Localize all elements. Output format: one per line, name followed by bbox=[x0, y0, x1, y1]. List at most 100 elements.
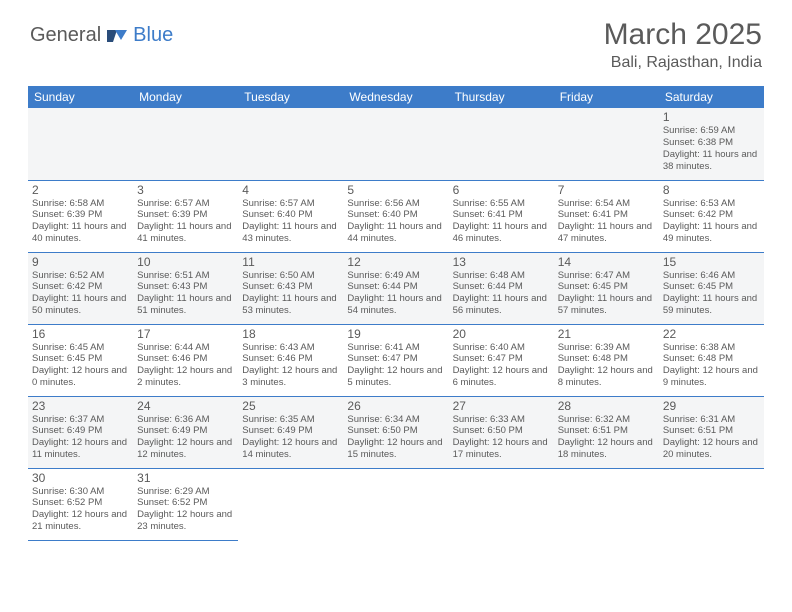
calendar-cell: 25Sunrise: 6:35 AMSunset: 6:49 PMDayligh… bbox=[238, 396, 343, 468]
calendar-cell: 22Sunrise: 6:38 AMSunset: 6:48 PMDayligh… bbox=[659, 324, 764, 396]
flag-icon bbox=[107, 24, 129, 47]
calendar-cell bbox=[28, 108, 133, 180]
day-number: 1 bbox=[663, 110, 760, 124]
day-number: 5 bbox=[347, 183, 444, 197]
calendar-week-row: 16Sunrise: 6:45 AMSunset: 6:45 PMDayligh… bbox=[28, 324, 764, 396]
day-details: Sunrise: 6:41 AMSunset: 6:47 PMDaylight:… bbox=[347, 342, 444, 390]
brand-part1: General bbox=[30, 24, 101, 47]
calendar-cell: 19Sunrise: 6:41 AMSunset: 6:47 PMDayligh… bbox=[343, 324, 448, 396]
day-number: 30 bbox=[32, 471, 129, 485]
day-details: Sunrise: 6:39 AMSunset: 6:48 PMDaylight:… bbox=[558, 342, 655, 390]
day-number: 22 bbox=[663, 327, 760, 341]
month-title: March 2025 bbox=[604, 18, 762, 52]
day-number: 19 bbox=[347, 327, 444, 341]
day-details: Sunrise: 6:57 AMSunset: 6:39 PMDaylight:… bbox=[137, 198, 234, 246]
day-number: 13 bbox=[453, 255, 550, 269]
day-number: 9 bbox=[32, 255, 129, 269]
day-number: 16 bbox=[32, 327, 129, 341]
calendar-cell bbox=[343, 468, 448, 540]
day-details: Sunrise: 6:45 AMSunset: 6:45 PMDaylight:… bbox=[32, 342, 129, 390]
day-details: Sunrise: 6:44 AMSunset: 6:46 PMDaylight:… bbox=[137, 342, 234, 390]
day-number: 28 bbox=[558, 399, 655, 413]
day-header: Tuesday bbox=[238, 86, 343, 108]
day-details: Sunrise: 6:49 AMSunset: 6:44 PMDaylight:… bbox=[347, 270, 444, 318]
day-details: Sunrise: 6:37 AMSunset: 6:49 PMDaylight:… bbox=[32, 414, 129, 462]
day-number: 21 bbox=[558, 327, 655, 341]
page-header: General Blue March 2025 Bali, Rajasthan,… bbox=[0, 0, 792, 80]
day-header: Monday bbox=[133, 86, 238, 108]
calendar-cell: 12Sunrise: 6:49 AMSunset: 6:44 PMDayligh… bbox=[343, 252, 448, 324]
day-number: 25 bbox=[242, 399, 339, 413]
calendar-cell: 18Sunrise: 6:43 AMSunset: 6:46 PMDayligh… bbox=[238, 324, 343, 396]
calendar-cell bbox=[554, 468, 659, 540]
day-number: 24 bbox=[137, 399, 234, 413]
day-details: Sunrise: 6:36 AMSunset: 6:49 PMDaylight:… bbox=[137, 414, 234, 462]
day-details: Sunrise: 6:59 AMSunset: 6:38 PMDaylight:… bbox=[663, 125, 760, 173]
day-details: Sunrise: 6:53 AMSunset: 6:42 PMDaylight:… bbox=[663, 198, 760, 246]
calendar-cell bbox=[343, 108, 448, 180]
day-details: Sunrise: 6:57 AMSunset: 6:40 PMDaylight:… bbox=[242, 198, 339, 246]
day-details: Sunrise: 6:52 AMSunset: 6:42 PMDaylight:… bbox=[32, 270, 129, 318]
calendar-cell: 23Sunrise: 6:37 AMSunset: 6:49 PMDayligh… bbox=[28, 396, 133, 468]
calendar-cell bbox=[449, 108, 554, 180]
day-details: Sunrise: 6:46 AMSunset: 6:45 PMDaylight:… bbox=[663, 270, 760, 318]
day-number: 29 bbox=[663, 399, 760, 413]
day-details: Sunrise: 6:34 AMSunset: 6:50 PMDaylight:… bbox=[347, 414, 444, 462]
day-number: 20 bbox=[453, 327, 550, 341]
calendar-cell: 6Sunrise: 6:55 AMSunset: 6:41 PMDaylight… bbox=[449, 180, 554, 252]
calendar-cell: 7Sunrise: 6:54 AMSunset: 6:41 PMDaylight… bbox=[554, 180, 659, 252]
day-number: 31 bbox=[137, 471, 234, 485]
calendar-cell: 31Sunrise: 6:29 AMSunset: 6:52 PMDayligh… bbox=[133, 468, 238, 540]
day-number: 10 bbox=[137, 255, 234, 269]
day-header: Thursday bbox=[449, 86, 554, 108]
calendar-cell bbox=[449, 468, 554, 540]
calendar-cell: 26Sunrise: 6:34 AMSunset: 6:50 PMDayligh… bbox=[343, 396, 448, 468]
day-number: 8 bbox=[663, 183, 760, 197]
calendar-cell: 29Sunrise: 6:31 AMSunset: 6:51 PMDayligh… bbox=[659, 396, 764, 468]
calendar-cell: 2Sunrise: 6:58 AMSunset: 6:39 PMDaylight… bbox=[28, 180, 133, 252]
day-details: Sunrise: 6:38 AMSunset: 6:48 PMDaylight:… bbox=[663, 342, 760, 390]
calendar-cell: 17Sunrise: 6:44 AMSunset: 6:46 PMDayligh… bbox=[133, 324, 238, 396]
day-number: 23 bbox=[32, 399, 129, 413]
calendar-cell: 24Sunrise: 6:36 AMSunset: 6:49 PMDayligh… bbox=[133, 396, 238, 468]
calendar-cell: 11Sunrise: 6:50 AMSunset: 6:43 PMDayligh… bbox=[238, 252, 343, 324]
day-details: Sunrise: 6:40 AMSunset: 6:47 PMDaylight:… bbox=[453, 342, 550, 390]
day-details: Sunrise: 6:30 AMSunset: 6:52 PMDaylight:… bbox=[32, 486, 129, 534]
day-header-row: Sunday Monday Tuesday Wednesday Thursday… bbox=[28, 86, 764, 108]
day-number: 3 bbox=[137, 183, 234, 197]
calendar-cell: 13Sunrise: 6:48 AMSunset: 6:44 PMDayligh… bbox=[449, 252, 554, 324]
day-number: 12 bbox=[347, 255, 444, 269]
calendar-cell: 4Sunrise: 6:57 AMSunset: 6:40 PMDaylight… bbox=[238, 180, 343, 252]
day-number: 11 bbox=[242, 255, 339, 269]
calendar-cell: 21Sunrise: 6:39 AMSunset: 6:48 PMDayligh… bbox=[554, 324, 659, 396]
day-number: 26 bbox=[347, 399, 444, 413]
day-number: 17 bbox=[137, 327, 234, 341]
calendar-cell: 1Sunrise: 6:59 AMSunset: 6:38 PMDaylight… bbox=[659, 108, 764, 180]
calendar-week-row: 23Sunrise: 6:37 AMSunset: 6:49 PMDayligh… bbox=[28, 396, 764, 468]
day-header: Friday bbox=[554, 86, 659, 108]
calendar-cell: 14Sunrise: 6:47 AMSunset: 6:45 PMDayligh… bbox=[554, 252, 659, 324]
day-number: 14 bbox=[558, 255, 655, 269]
day-details: Sunrise: 6:33 AMSunset: 6:50 PMDaylight:… bbox=[453, 414, 550, 462]
day-details: Sunrise: 6:56 AMSunset: 6:40 PMDaylight:… bbox=[347, 198, 444, 246]
calendar-cell: 9Sunrise: 6:52 AMSunset: 6:42 PMDaylight… bbox=[28, 252, 133, 324]
title-block: March 2025 Bali, Rajasthan, India bbox=[604, 18, 762, 72]
calendar-week-row: 2Sunrise: 6:58 AMSunset: 6:39 PMDaylight… bbox=[28, 180, 764, 252]
day-number: 7 bbox=[558, 183, 655, 197]
day-details: Sunrise: 6:58 AMSunset: 6:39 PMDaylight:… bbox=[32, 198, 129, 246]
calendar-week-row: 30Sunrise: 6:30 AMSunset: 6:52 PMDayligh… bbox=[28, 468, 764, 540]
brand-part2: Blue bbox=[133, 24, 173, 47]
location-subtitle: Bali, Rajasthan, India bbox=[604, 54, 762, 72]
day-details: Sunrise: 6:32 AMSunset: 6:51 PMDaylight:… bbox=[558, 414, 655, 462]
day-number: 2 bbox=[32, 183, 129, 197]
calendar-table: Sunday Monday Tuesday Wednesday Thursday… bbox=[28, 86, 764, 541]
day-details: Sunrise: 6:31 AMSunset: 6:51 PMDaylight:… bbox=[663, 414, 760, 462]
brand-logo: General Blue bbox=[30, 24, 173, 47]
day-details: Sunrise: 6:55 AMSunset: 6:41 PMDaylight:… bbox=[453, 198, 550, 246]
day-number: 15 bbox=[663, 255, 760, 269]
day-number: 27 bbox=[453, 399, 550, 413]
day-details: Sunrise: 6:35 AMSunset: 6:49 PMDaylight:… bbox=[242, 414, 339, 462]
day-details: Sunrise: 6:54 AMSunset: 6:41 PMDaylight:… bbox=[558, 198, 655, 246]
day-details: Sunrise: 6:48 AMSunset: 6:44 PMDaylight:… bbox=[453, 270, 550, 318]
calendar-cell: 16Sunrise: 6:45 AMSunset: 6:45 PMDayligh… bbox=[28, 324, 133, 396]
